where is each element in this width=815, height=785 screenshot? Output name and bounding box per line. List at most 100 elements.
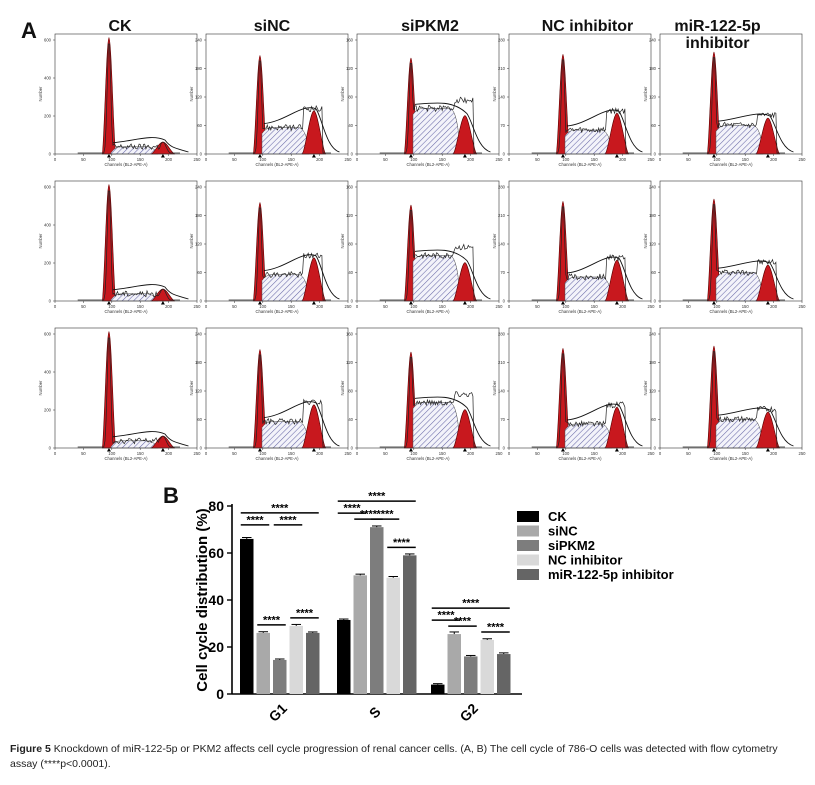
bar-g2-1 <box>431 684 445 694</box>
g2-peak <box>301 404 327 449</box>
histogram-r2-c2: 0 50 100 150 200 250 Channels (BL2-APE-A) 0 60 12… <box>189 180 352 314</box>
fit-envelope <box>414 249 491 300</box>
y-axis-title: Number <box>492 233 497 248</box>
x-tick-label: 50 <box>383 451 388 456</box>
g1-marker-icon <box>560 154 565 158</box>
x-tick-label: 200 <box>770 304 778 309</box>
raw-trace <box>379 62 482 154</box>
y-axis-title: Number <box>492 86 497 101</box>
y-tick-label: 160 <box>346 38 354 43</box>
x-tick-label: 150 <box>591 304 599 309</box>
y-tick-label: 60 <box>651 270 656 275</box>
s-phase-area <box>261 127 310 155</box>
y-tick-label: 20 <box>208 639 224 655</box>
x-tick-label: 150 <box>137 157 145 162</box>
y-axis-title: Cell cycle distribution (%) <box>194 508 211 691</box>
x-tick-label: 200 <box>316 157 324 162</box>
g2-peak <box>452 409 478 449</box>
y-tick-label: 0 <box>503 446 506 451</box>
category-label: S <box>366 704 384 722</box>
x-tick-label: 100 <box>410 304 418 309</box>
x-axis-title: Channels (BL2-APE-A) <box>406 162 450 167</box>
g1-marker-icon <box>106 301 111 305</box>
y-axis-title: Number <box>38 233 43 248</box>
g2-peak <box>604 406 630 449</box>
x-tick-label: 200 <box>770 157 778 162</box>
bar-g2-5 <box>497 654 511 694</box>
fit-envelope <box>717 113 794 153</box>
x-tick-label: 150 <box>591 157 599 162</box>
x-tick-label: 200 <box>165 451 173 456</box>
y-tick-label: 180 <box>649 66 657 71</box>
g1-marker-icon <box>257 448 262 452</box>
bar-g2-4 <box>480 639 494 694</box>
x-tick-label: 0 <box>54 451 57 456</box>
x-tick-label: 50 <box>81 451 86 456</box>
g2-peak <box>150 288 176 302</box>
g1-marker-icon <box>711 154 716 158</box>
y-tick-label: 120 <box>195 95 203 100</box>
legend-label: siPKM2 <box>548 538 595 553</box>
x-tick-label: 0 <box>205 451 208 456</box>
fit-envelope <box>263 401 340 447</box>
y-axis-title: Number <box>492 380 497 395</box>
fit-envelope <box>112 284 189 300</box>
g1-marker-icon <box>560 448 565 452</box>
y-tick-label: 240 <box>195 38 203 43</box>
x-tick-label: 150 <box>742 451 750 456</box>
y-tick-label: 60 <box>651 123 656 128</box>
g1-marker-icon <box>106 448 111 452</box>
y-tick-label: 200 <box>44 114 52 119</box>
g2-marker-icon <box>462 154 467 158</box>
bar-s-4 <box>386 577 400 694</box>
x-tick-label: 250 <box>648 157 656 162</box>
y-tick-label: 200 <box>44 261 52 266</box>
x-tick-label: 200 <box>165 157 173 162</box>
s-phase-area <box>261 421 310 449</box>
s-phase-area <box>261 274 310 302</box>
bar-g1-5 <box>306 632 320 694</box>
y-tick-label: 120 <box>195 242 203 247</box>
x-tick-label: 50 <box>383 157 388 162</box>
g1-marker-icon <box>408 301 413 305</box>
significance-label: **** <box>368 491 386 503</box>
g2-marker-icon <box>311 301 316 305</box>
g2-marker-icon <box>614 448 619 452</box>
x-tick-label: 100 <box>108 304 116 309</box>
raw-trace <box>682 204 785 301</box>
x-tick-label: 250 <box>194 451 202 456</box>
plot-frame <box>356 180 500 302</box>
g2-peak <box>301 257 327 302</box>
x-tick-label: 100 <box>713 451 721 456</box>
plot-frame <box>508 180 652 302</box>
histogram-r3-c5: 0 50 100 150 200 250 Channels (BL2-APE-A) 0 60 12… <box>643 327 806 461</box>
s-phase-area <box>412 108 461 155</box>
y-tick-label: 70 <box>500 123 505 128</box>
s-phase-area <box>564 423 613 449</box>
y-tick-label: 0 <box>503 152 506 157</box>
x-axis-title: Channels (BL2-APE-A) <box>104 162 148 167</box>
histogram-r1-c2: 0 50 100 150 200 250 Channels (BL2-APE-A) 0 60 12… <box>189 33 352 167</box>
x-tick-label: 150 <box>591 451 599 456</box>
column-title-sipkm2: siPKM2 <box>401 18 459 35</box>
x-tick-label: 250 <box>345 451 353 456</box>
y-tick-label: 160 <box>346 185 354 190</box>
legend-label: CK <box>548 509 567 524</box>
x-tick-label: 150 <box>288 304 296 309</box>
bar-s-3 <box>370 527 384 694</box>
histogram-r1-c3: 0 50 100 150 200 250 Channels (BL2-APE-A) 0 40 80… <box>340 33 503 167</box>
g2-marker-icon <box>765 448 770 452</box>
x-tick-label: 50 <box>81 157 86 162</box>
x-tick-label: 150 <box>288 451 296 456</box>
y-tick-label: 0 <box>49 299 52 304</box>
y-tick-label: 60 <box>197 270 202 275</box>
x-tick-label: 0 <box>356 304 359 309</box>
raw-trace <box>228 60 331 154</box>
y-tick-label: 60 <box>197 123 202 128</box>
fit-envelope <box>717 260 794 300</box>
x-axis-title: Channels (BL2-APE-A) <box>406 309 450 314</box>
legend-label: siNC <box>548 524 578 539</box>
y-tick-label: 0 <box>200 299 203 304</box>
x-tick-label: 50 <box>383 304 388 309</box>
plot-frame <box>54 327 198 449</box>
